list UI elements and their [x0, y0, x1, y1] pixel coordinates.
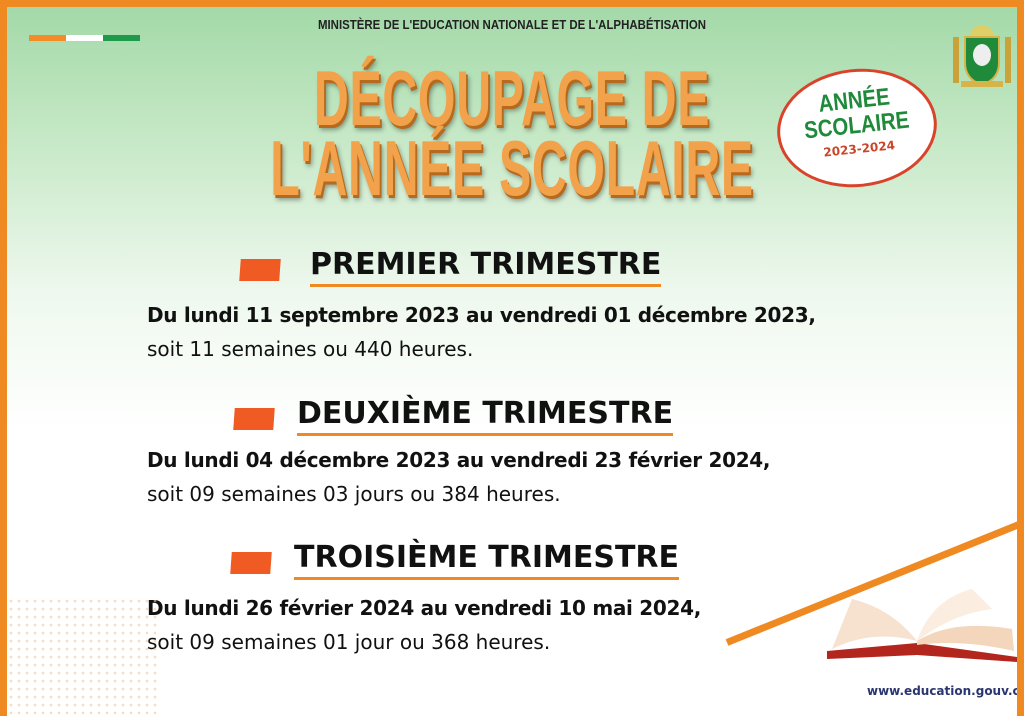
flag-stripe — [29, 35, 140, 41]
ministry-name: MINISTÈRE DE L'EDUCATION NATIONALE ET DE… — [317, 17, 707, 32]
section-heading: DEUXIÈME TRIMESTRE — [297, 396, 674, 436]
section-dates: Du lundi 26 février 2024 au vendredi 10 … — [147, 596, 702, 620]
square-bullet-icon — [239, 259, 281, 281]
square-bullet-icon — [233, 408, 275, 430]
section-duration: soit 11 semaines ou 440 heures. — [147, 337, 474, 361]
section-heading: TROISIÈME TRIMESTRE — [294, 540, 680, 580]
section-duration: soit 09 semaines 01 jour ou 368 heures. — [147, 630, 551, 654]
square-bullet-icon — [230, 552, 272, 574]
section-duration: soit 09 semaines 03 jours ou 384 heures. — [147, 482, 561, 506]
title-line-2: L'ANNÉE SCOLAIRE — [270, 124, 754, 212]
section-heading: PREMIER TRIMESTRE — [310, 247, 662, 287]
title-line-1: DÉCOUPAGE DE — [313, 54, 711, 142]
section-dates: Du lundi 04 décembre 2023 au vendredi 23… — [147, 448, 771, 472]
open-book-icon — [827, 589, 1017, 662]
coat-of-arms-icon — [953, 25, 1011, 87]
section-dates: Du lundi 11 septembre 2023 au vendredi 0… — [147, 303, 816, 327]
dot-pattern — [7, 597, 157, 716]
website-link[interactable]: www.education.gouv.ci — [867, 684, 1024, 698]
